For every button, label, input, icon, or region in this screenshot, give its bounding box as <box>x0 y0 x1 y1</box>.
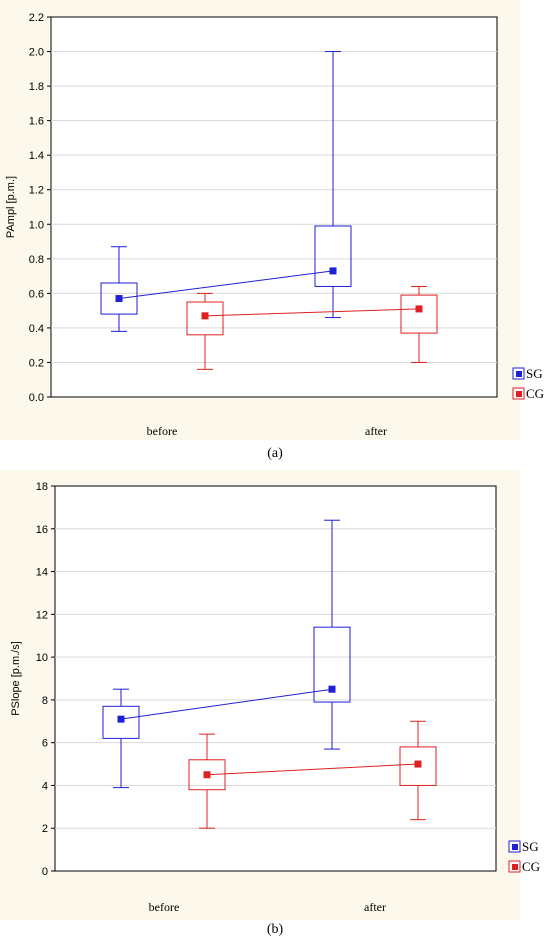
box-iqr <box>186 301 224 336</box>
y-tick-label: 1.0 <box>29 219 44 231</box>
box-sg-before <box>100 246 138 332</box>
median-marker-cg <box>414 760 422 768</box>
box-iqr <box>313 626 351 703</box>
y-tick-label: 14 <box>36 567 48 579</box>
x-category-label: before <box>149 900 180 914</box>
y-tick-label: 18 <box>36 481 48 493</box>
legend-label-sg: SG <box>526 366 543 381</box>
y-tick-label: 12 <box>36 609 48 621</box>
box-sg-after <box>314 51 352 319</box>
median-marker-sg <box>329 267 337 275</box>
y-axis-label: PSlope [p.m./s] <box>10 641 22 716</box>
y-tick-label: 0.0 <box>29 392 44 404</box>
plot-area <box>54 485 497 872</box>
box-iqr <box>314 225 352 287</box>
median-marker-sg <box>117 715 125 723</box>
legend-marker-cg <box>512 864 518 870</box>
y-axis-label: PAmpl [p.m.] <box>5 176 17 238</box>
y-tick-label: 16 <box>36 524 48 536</box>
box-iqr <box>100 282 138 315</box>
plot-area <box>50 16 498 398</box>
median-line-sg <box>120 688 333 720</box>
x-category-label: before <box>147 424 178 438</box>
y-tick-label: 1.4 <box>29 150 44 162</box>
y-tick-label: 4 <box>42 780 48 792</box>
box-sg-after <box>313 519 351 750</box>
box-iqr <box>399 746 437 786</box>
median-marker-cg <box>203 771 211 779</box>
legend-marker-cg <box>516 391 522 397</box>
y-tick-label: 0 <box>42 866 48 878</box>
x-category-label: after <box>364 900 386 914</box>
median-line-sg <box>118 270 334 300</box>
y-tick-label: 1.6 <box>29 116 44 128</box>
y-tick-label: 2.0 <box>29 47 44 59</box>
box-cg-before <box>188 733 226 829</box>
y-tick-label: 6 <box>42 738 48 750</box>
legend-label-cg: CG <box>526 386 544 401</box>
median-marker-sg <box>328 685 336 693</box>
legend-label-cg: CG <box>522 859 540 874</box>
legend-marker-sg <box>512 844 518 850</box>
median-marker-cg <box>201 312 209 320</box>
y-tick-label: 2 <box>42 823 48 835</box>
y-tick-label: 2.2 <box>29 12 44 24</box>
x-category-label: after <box>365 424 387 438</box>
median-line-cg <box>206 763 419 776</box>
y-tick-label: 0.2 <box>29 357 44 369</box>
box-sg-before <box>102 688 140 789</box>
box-iqr <box>102 705 140 739</box>
box-iqr <box>188 759 226 791</box>
legend-marker-sg <box>516 371 522 377</box>
legend-label-sg: SG <box>522 839 539 854</box>
median-marker-sg <box>115 295 123 303</box>
y-tick-label: 8 <box>42 695 48 707</box>
pslope-box-chart: 0 2 4 6 8 10 12 14 16 18 PSlope [p.m./s] before afte… <box>0 470 540 920</box>
y-tick-label: 1.2 <box>29 185 44 197</box>
caption-a: (a) <box>267 446 283 461</box>
median-line-cg <box>204 308 420 317</box>
pampl-box-chart: 0.0 0.2 0.4 0.6 0.8 1.0 1.2 1.4 1.6 1.8 2.0 2.2 PAmp… <box>0 0 544 440</box>
y-tick-label: 0.8 <box>29 254 44 266</box>
box-iqr <box>400 294 438 334</box>
box-cg-after <box>400 285 438 363</box>
y-tick-label: 0.4 <box>29 323 44 335</box>
y-tick-label: 1.8 <box>29 81 44 93</box>
caption-b: (b) <box>266 922 284 937</box>
y-tick-label: 0.6 <box>29 288 44 300</box>
y-tick-label: 10 <box>36 652 48 664</box>
box-cg-before <box>186 292 224 370</box>
box-cg-after <box>399 720 437 821</box>
median-marker-cg <box>415 305 423 313</box>
